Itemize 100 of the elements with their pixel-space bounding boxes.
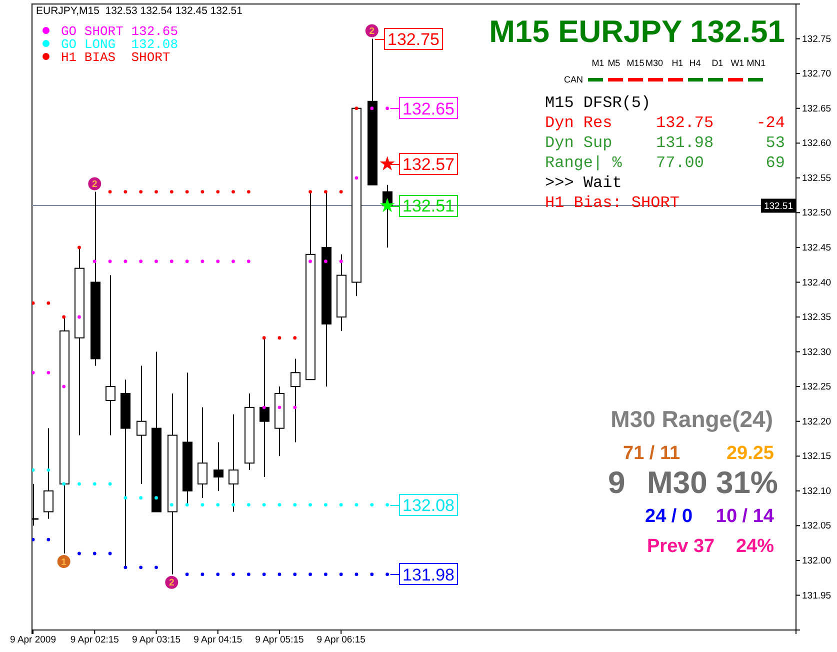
point [246, 260, 250, 264]
annotation: 2 [92, 179, 98, 190]
point [139, 190, 143, 194]
point [370, 572, 374, 576]
annotation: >>> Wait [545, 174, 622, 192]
annotation: 132.75 [656, 114, 714, 132]
annotation: 132.51 [402, 196, 454, 216]
point [108, 482, 112, 486]
point [154, 566, 158, 570]
annotation: 71 / 11 [623, 443, 680, 464]
point [246, 190, 250, 194]
annotation: 2 [169, 578, 174, 589]
point [78, 246, 81, 250]
annotation: 10 / 14 [716, 506, 774, 527]
point [380, 198, 395, 212]
point [46, 468, 50, 472]
candlestick [290, 358, 300, 443]
point [232, 260, 235, 264]
point [354, 572, 358, 576]
point [339, 503, 343, 506]
point [32, 301, 35, 305]
annotation: Prev 37 [647, 536, 715, 557]
point [124, 496, 128, 500]
annotation: GO SHORT 132.65 [61, 24, 178, 39]
annotation: D1 [712, 58, 724, 68]
point [216, 503, 220, 506]
point [278, 336, 282, 340]
point [339, 260, 343, 264]
annotation: Range| % [545, 154, 622, 172]
point [46, 301, 50, 305]
point [324, 503, 328, 506]
point [216, 572, 220, 576]
point [92, 552, 96, 556]
point [370, 503, 374, 506]
point [185, 260, 189, 264]
annotation: H4 [689, 58, 701, 68]
x-tick-label: 9 Apr 02:15 [70, 634, 119, 646]
annotation: 132.57 [402, 154, 454, 174]
chart-subtitle: EURJPY,M15 132.53 132.54 132.45 132.51 [36, 5, 243, 17]
y-tick-label: 132.20 [802, 416, 832, 428]
point [46, 370, 50, 374]
point [200, 572, 204, 576]
point [185, 503, 189, 506]
point [200, 503, 204, 506]
ref-line-label: 132.51 [764, 201, 793, 212]
point [386, 572, 389, 576]
annotation: 69 [766, 154, 785, 172]
annotation: M15 [626, 58, 644, 68]
chart-title: M15 EURJPY 132.51 [489, 14, 785, 49]
point [278, 406, 282, 410]
y-tick-label: 132.50 [802, 208, 832, 219]
y-tick-label: 132.30 [802, 346, 832, 358]
annotation: 29.25 [726, 443, 774, 464]
point [200, 190, 204, 194]
annotation: M15 DFSR(5) [545, 94, 651, 112]
point [170, 190, 174, 194]
y-tick-label: 132.15 [802, 451, 832, 462]
point [386, 503, 389, 506]
point [92, 482, 96, 486]
annotation: M30 Range(24) [610, 406, 773, 432]
annotation: M30 [646, 58, 664, 68]
point [78, 315, 81, 319]
y-tick-label: 132.05 [802, 520, 832, 532]
candlestick [106, 274, 116, 436]
point [232, 503, 235, 506]
point [293, 406, 297, 410]
annotation: 1 [61, 556, 68, 568]
point [154, 190, 158, 194]
point [170, 503, 174, 506]
point [262, 336, 266, 340]
point [154, 260, 158, 264]
point [108, 552, 112, 556]
candlestick [260, 337, 270, 478]
y-tick-label: 131.95 [802, 590, 832, 602]
annotation: -24 [756, 114, 785, 132]
y-tick-label: 132.65 [802, 103, 832, 114]
annotation: 24 / 0 [645, 506, 693, 527]
point [46, 538, 50, 542]
point [232, 190, 235, 194]
point [232, 572, 235, 576]
annotation: MN1 [746, 58, 766, 68]
annotation: 131.98 [402, 565, 454, 584]
annotation: 77.00 [656, 154, 704, 172]
y-tick-label: 132.45 [802, 242, 832, 254]
annotation: 131.98 [656, 134, 714, 152]
point [354, 176, 358, 180]
point [339, 190, 343, 194]
point [216, 260, 220, 264]
x-tick-label: 9 Apr 04:15 [194, 634, 242, 646]
point [78, 482, 81, 486]
annotation: W1 [730, 58, 744, 68]
point [293, 503, 297, 506]
annotation: 2 [369, 26, 375, 38]
y-tick-label: 132.60 [802, 138, 832, 150]
point [32, 538, 35, 542]
annotation: GO LONG 132.08 [61, 37, 178, 52]
annotation: 53 [766, 134, 785, 152]
annotation: H1 [672, 58, 684, 68]
y-tick-label: 132.75 [802, 34, 832, 45]
point [124, 260, 128, 264]
